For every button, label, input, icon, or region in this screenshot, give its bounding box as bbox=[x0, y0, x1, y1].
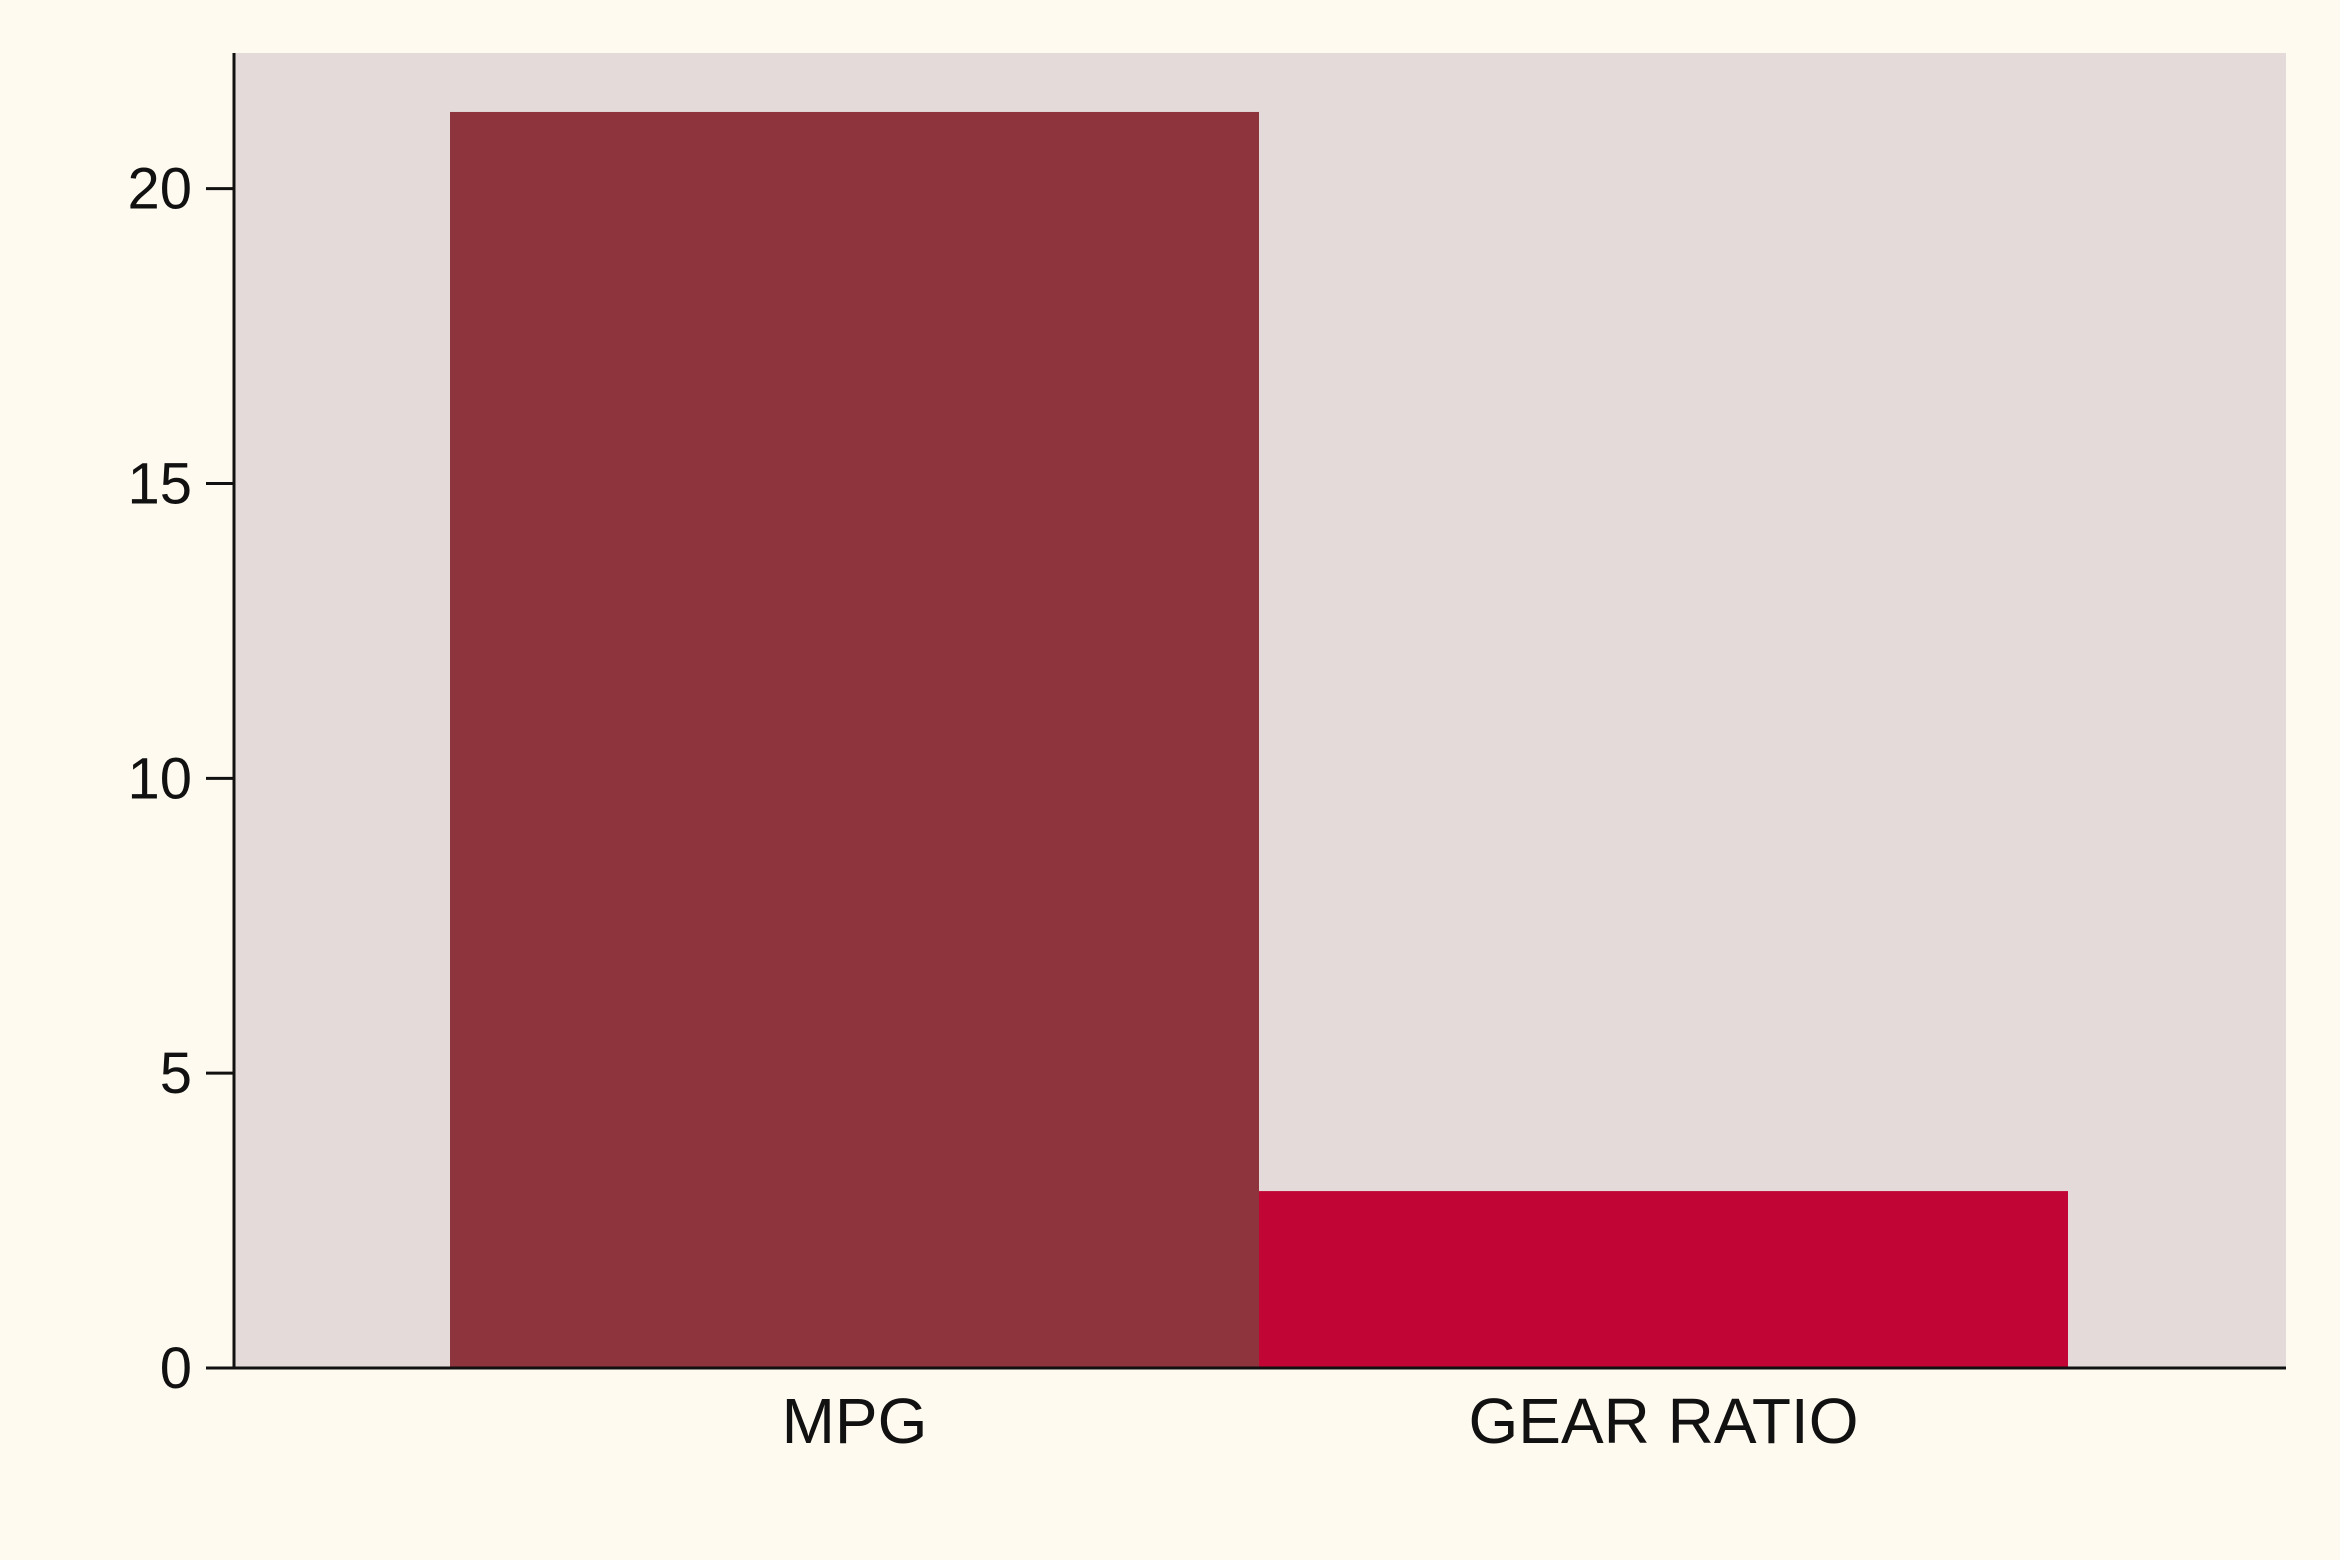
bar-gear-ratio bbox=[1259, 1191, 2068, 1368]
x-axis-labels: MPG GEAR RATIO bbox=[782, 1385, 1859, 1457]
y-tick-label: 20 bbox=[127, 157, 192, 222]
x-tick-label: GEAR RATIO bbox=[1469, 1385, 1859, 1457]
x-tick-label: MPG bbox=[782, 1385, 928, 1457]
bar-mpg bbox=[450, 111, 1259, 1368]
y-axis-ticks: 0 5 10 15 20 bbox=[127, 157, 234, 1401]
y-tick-label: 0 bbox=[160, 1336, 192, 1401]
bars-group bbox=[450, 111, 2068, 1368]
y-tick-label: 15 bbox=[127, 451, 192, 516]
y-tick-label: 10 bbox=[127, 746, 192, 811]
y-tick-label: 5 bbox=[160, 1041, 192, 1106]
